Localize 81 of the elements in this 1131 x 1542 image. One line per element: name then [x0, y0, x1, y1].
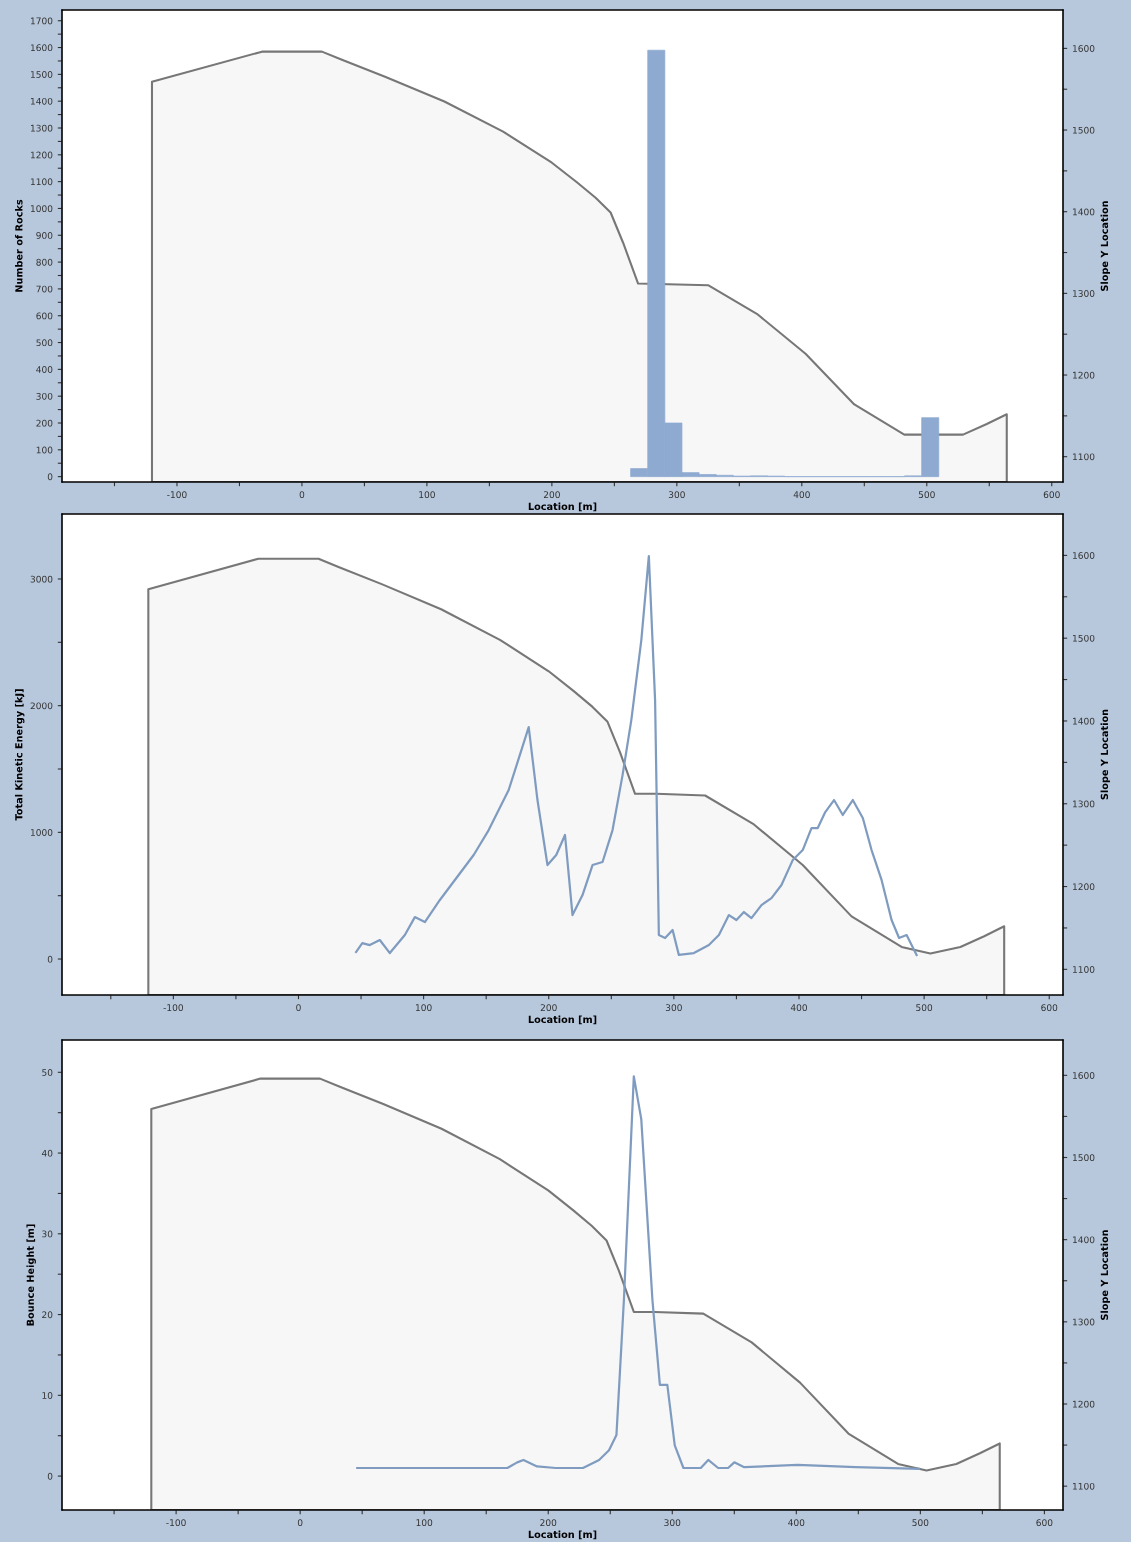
x-tick-label: 100	[415, 1004, 432, 1012]
y-tick-label: 1200	[30, 151, 53, 159]
x-tick-label: 100	[416, 1519, 433, 1527]
x-tick-label: 600	[1041, 1004, 1058, 1012]
x-tick-label: 500	[916, 1004, 933, 1012]
y-tick-label: 400	[36, 366, 53, 373]
x-tick-label: -100	[166, 1519, 186, 1527]
x-tick-label: 200	[540, 1004, 557, 1012]
y2-tick-label: 1400	[1073, 1236, 1095, 1244]
y-tick-label: 900	[36, 232, 53, 239]
y2-axis-title: Slope Y Location	[1100, 201, 1110, 291]
y-tick-label: 1300	[30, 124, 53, 132]
y-axis-title: Total Kinetic Energy [kJ]	[14, 689, 25, 821]
y2-tick-label: 1300	[1073, 1318, 1095, 1326]
y2-tick-label: 1600	[1073, 552, 1095, 559]
y-axis-title: Number of Rocks	[15, 199, 23, 292]
y-tick-label: 1500	[30, 71, 53, 78]
x-tick-label: 300	[665, 1004, 682, 1012]
y2-tick-label: 1500	[1073, 126, 1095, 134]
x-axis-title: Location [m]	[528, 1530, 597, 1540]
y-tick-label: 300	[36, 392, 53, 400]
y-tick-label: 200	[36, 419, 53, 427]
y-tick-label: 800	[36, 258, 53, 266]
y2-tick-label: 1600	[1073, 45, 1095, 52]
x-tick-label: 600	[1043, 491, 1060, 499]
x-tick-label: 0	[297, 1519, 303, 1527]
y-tick-label: 1600	[30, 44, 53, 52]
y-tick-label: 30	[42, 1230, 53, 1238]
y2-tick-label: 1100	[1073, 966, 1095, 973]
y-tick-label: 100	[36, 446, 53, 454]
y2-axis-title: Slope Y Location	[1100, 1230, 1110, 1320]
y2-tick-label: 1600	[1073, 1072, 1095, 1079]
y-tick-label: 0	[47, 473, 53, 481]
x-tick-label: -100	[163, 1004, 184, 1012]
y-tick-label: 700	[36, 285, 53, 293]
y-tick-label: 40	[41, 1149, 53, 1157]
x-tick-label: 300	[668, 491, 685, 499]
x-tick-label: 500	[912, 1519, 929, 1527]
x-tick-label: 0	[299, 491, 305, 499]
y2-tick-label: 1100	[1073, 453, 1095, 461]
y-tick-label: 3000	[30, 575, 53, 583]
x-tick-label: 400	[793, 491, 810, 499]
y-tick-label: 1000	[30, 205, 53, 213]
line-series	[356, 1075, 921, 1470]
y-tick-label: 1400	[30, 97, 53, 105]
x-tick-label: 300	[664, 1519, 681, 1527]
y-tick-label: 0	[47, 1472, 53, 1480]
y2-tick-label: 1200	[1073, 1400, 1095, 1408]
y2-tick-label: 1400	[1073, 208, 1095, 216]
x-tick-label: 400	[788, 1519, 805, 1527]
y-tick-label: 500	[36, 339, 53, 347]
y-tick-label: 50	[42, 1069, 53, 1076]
y2-tick-label: 1500	[1073, 634, 1095, 642]
y-tick-label: 20	[42, 1311, 53, 1319]
y2-tick-label: 1500	[1073, 1154, 1095, 1162]
x-tick-label: 200	[543, 491, 560, 499]
y2-tick-label: 1200	[1073, 883, 1095, 891]
x-tick-label: 600	[1036, 1519, 1053, 1527]
x-axis-title: Location [m]	[528, 1015, 597, 1025]
y-tick-label: 0	[47, 955, 53, 963]
x-tick-label: 100	[419, 491, 435, 499]
y-tick-label: 1100	[30, 178, 53, 186]
x-tick-label: 200	[540, 1519, 557, 1527]
y2-tick-label: 1300	[1073, 800, 1095, 808]
x-tick-label: 500	[918, 491, 935, 499]
y2-tick-label: 1300	[1073, 290, 1095, 297]
y2-tick-label: 1400	[1073, 717, 1095, 725]
y2-tick-label: 1100	[1073, 1482, 1095, 1490]
x-tick-label: 400	[790, 1004, 807, 1012]
y-tick-label: 1700	[30, 17, 53, 25]
y-tick-label: 2000	[30, 702, 53, 710]
y-axis-title: Bounce Height [m]	[26, 1224, 36, 1326]
y-tick-label: 1000	[30, 829, 53, 836]
y2-axis-title: Slope Y Location	[1100, 709, 1110, 800]
x-tick-label: -100	[167, 491, 187, 499]
y2-tick-label: 1200	[1073, 371, 1095, 379]
x-tick-label: 0	[296, 1004, 301, 1012]
line-series	[354, 554, 918, 957]
y-tick-label: 10	[42, 1392, 53, 1399]
x-axis-title: Location [m]	[528, 502, 597, 512]
y-tick-label: 600	[36, 312, 53, 320]
